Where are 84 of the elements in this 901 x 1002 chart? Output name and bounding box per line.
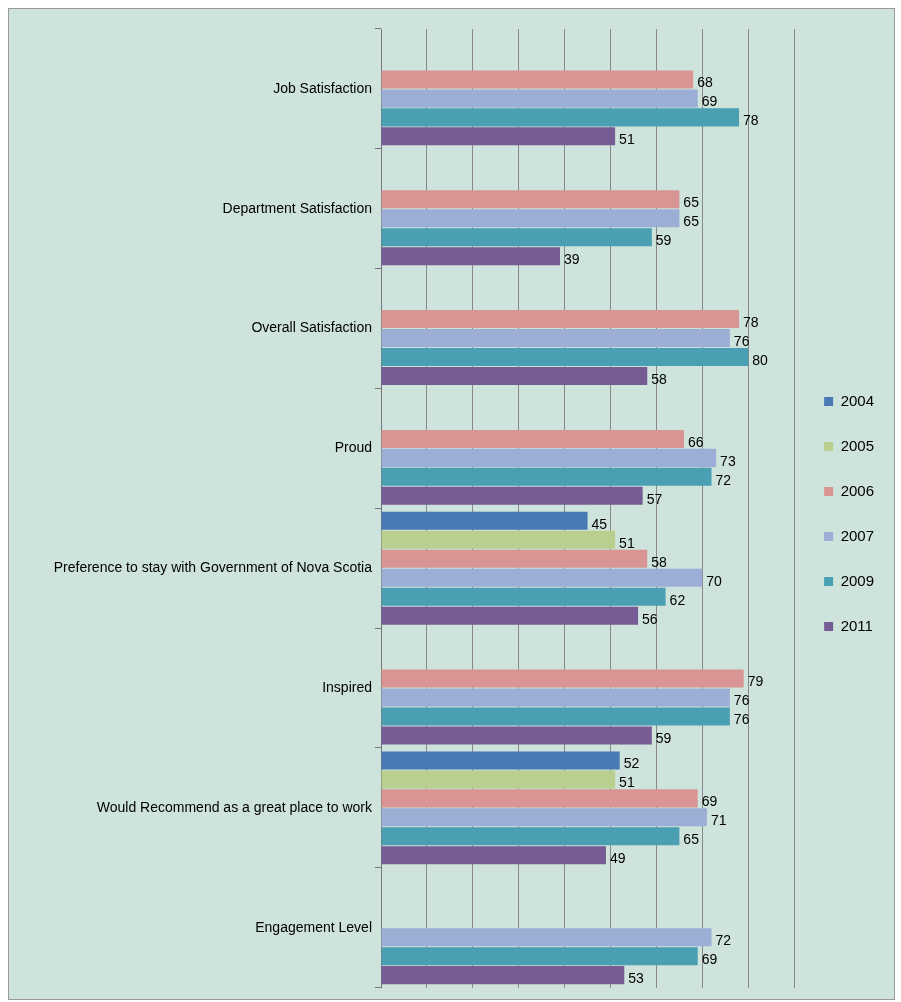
bar	[381, 247, 561, 266]
data-label: 68	[697, 74, 713, 91]
legend-label: 2009	[840, 571, 875, 589]
bar	[381, 827, 680, 846]
y-tick-label: Overall Satisfaction	[251, 319, 372, 336]
data-label: 39	[564, 251, 580, 268]
bar	[381, 966, 625, 985]
data-label: 53	[628, 969, 645, 986]
bar	[381, 530, 616, 549]
data-label: 78	[743, 112, 759, 129]
bar	[381, 549, 648, 568]
data-label: 80	[752, 351, 769, 368]
bar	[381, 70, 694, 89]
data-label: 71	[710, 812, 727, 829]
y-tick-label: Preference to stay with Government of Nova Scotia	[53, 559, 373, 576]
bar	[381, 108, 740, 127]
data-label: 69	[701, 793, 718, 810]
legend-label: 2005	[840, 436, 875, 454]
data-label: 69	[701, 93, 718, 110]
legend-label: 2004	[840, 391, 875, 409]
data-label: 72	[715, 471, 732, 488]
data-label: 57	[646, 490, 663, 507]
legend-label: 2011	[840, 616, 873, 634]
data-label: 76	[733, 692, 750, 709]
bar	[381, 228, 652, 247]
bar	[381, 366, 648, 386]
bar	[381, 486, 643, 505]
y-tick-label: Job Satisfaction	[273, 79, 372, 96]
bar	[381, 726, 652, 745]
bar	[381, 808, 707, 827]
bar	[381, 669, 744, 688]
data-label: 65	[683, 194, 700, 211]
bar	[381, 928, 712, 947]
data-label: 79	[747, 673, 764, 690]
bar	[381, 587, 666, 606]
y-tick-label: Engagement Level	[255, 918, 372, 935]
data-label: 72	[715, 932, 732, 949]
data-label: 51	[619, 774, 635, 791]
data-label: 52	[623, 755, 640, 772]
y-tick-label: Proud	[334, 439, 372, 456]
data-label: 58	[651, 370, 668, 387]
bar	[381, 209, 680, 228]
data-label: 49	[609, 850, 626, 867]
y-tick-label: Would Recommend as a great place to work	[96, 798, 373, 815]
bar	[381, 688, 730, 707]
data-label: 73	[720, 452, 736, 469]
data-label: 70	[706, 572, 723, 589]
bar	[381, 310, 740, 329]
legend-label: 2007	[840, 526, 875, 544]
bar	[381, 947, 698, 966]
data-label: 56	[642, 610, 658, 627]
bar	[381, 770, 616, 789]
data-label: 69	[701, 951, 718, 968]
data-label: 45	[591, 515, 608, 532]
bar	[381, 329, 730, 348]
bar	[381, 751, 620, 770]
bar	[381, 89, 698, 108]
bar	[381, 568, 703, 587]
bar	[381, 789, 698, 808]
legend-label: 2006	[840, 481, 875, 499]
data-label: 51	[619, 131, 635, 148]
data-label: 76	[733, 332, 750, 349]
y-tick-label: Department Satisfaction	[222, 199, 372, 216]
data-label: 62	[669, 591, 686, 608]
bar	[381, 511, 588, 530]
bar	[381, 190, 680, 209]
data-label: 58	[651, 553, 668, 570]
bar	[381, 606, 639, 625]
y-tick-label: Inspired	[322, 678, 372, 695]
data-label: 66	[687, 433, 704, 450]
bar	[381, 429, 684, 448]
bar	[381, 707, 730, 726]
bar	[381, 348, 749, 367]
data-label: 51	[619, 534, 635, 551]
bar	[381, 448, 717, 467]
bar	[381, 127, 616, 146]
data-label: 59	[655, 730, 672, 747]
data-label: 65	[683, 831, 700, 848]
bar	[381, 467, 712, 486]
data-label: 59	[655, 232, 672, 249]
data-label: 76	[733, 711, 750, 728]
data-label: 78	[743, 313, 759, 330]
bar	[381, 846, 606, 865]
data-label: 65	[683, 213, 700, 230]
